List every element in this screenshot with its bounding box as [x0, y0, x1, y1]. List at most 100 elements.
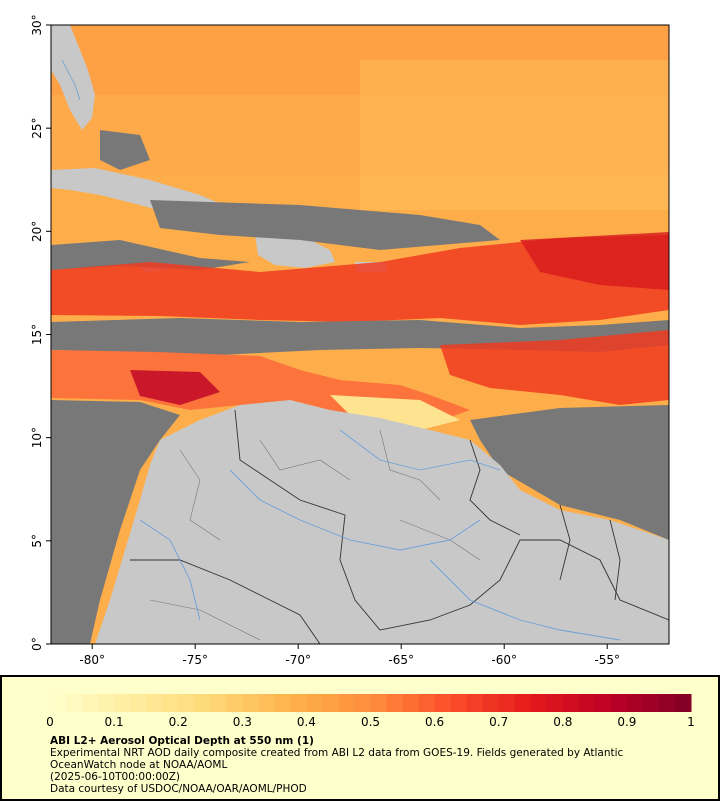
colorbar-swatch [194, 694, 211, 712]
colorbar-swatch [578, 694, 596, 712]
colorbar-swatches [50, 694, 692, 712]
colorbar-swatch [354, 694, 371, 712]
river [339, 429, 501, 471]
no-data-patch [150, 200, 500, 250]
caption-line4: Data courtesy of USDOC/NOAA/OAR/AOML/PHO… [50, 783, 307, 795]
y-tick-label: 25° [30, 118, 44, 139]
x-tick-label: -65° [388, 653, 414, 667]
colorbar-swatch [114, 694, 131, 712]
country-border [609, 519, 621, 601]
colorbar-tick-label: 0.1 [105, 715, 124, 729]
colorbar-swatch [594, 694, 612, 712]
colorbar-swatch [402, 694, 420, 712]
colorbar-swatch [418, 694, 436, 712]
colorbar-tick-label: 0.5 [361, 715, 380, 729]
colorbar-swatch [466, 694, 484, 712]
y-tick-label: 5° [30, 534, 44, 548]
river [61, 59, 81, 101]
x-tick-label: -80° [79, 653, 105, 667]
aod-map: -80° -75° -70° -65° -60° -55° 0° 5° 10° 15° 20° 25… [30, 14, 670, 667]
aod-very-high-band [520, 232, 669, 290]
colorbar-swatch [482, 694, 500, 712]
colorbar-tick-label: 1 [687, 715, 695, 729]
x-axis: -80° -75° -70° -65° -60° -55° [79, 644, 620, 667]
colorbar-tick-label: 0.4 [297, 715, 316, 729]
plot-area [51, 25, 669, 644]
colorbar-ticks: 0 0.1 0.2 0.3 0.4 0.5 0.6 0.7 0.8 0.9 1 [46, 715, 695, 729]
colorbar-swatch [130, 694, 147, 712]
colorbar-swatch [226, 694, 243, 712]
colorbar-swatch [162, 694, 179, 712]
x-tick-label: -55° [594, 653, 620, 667]
colorbar-swatch [178, 694, 195, 712]
y-tick-label: 0° [30, 637, 44, 651]
y-tick-label: 15° [30, 324, 44, 345]
x-tick-label: -60° [491, 653, 517, 667]
river [229, 469, 481, 551]
country-border [234, 409, 669, 631]
colorbar-swatch [370, 694, 388, 712]
legend-panel: 0 0.1 0.2 0.3 0.4 0.5 0.6 0.7 0.8 0.9 1 ABI L2+ Ae… [0, 675, 720, 801]
hispaniola-land [255, 235, 335, 268]
colorbar-tick-label: 0 [46, 715, 54, 729]
colorbar-tick-label: 0.3 [233, 715, 252, 729]
colorbar-swatch [82, 694, 99, 712]
south-america-land [95, 400, 669, 644]
aod-top-field [51, 25, 669, 95]
no-data-patch [51, 240, 250, 270]
x-tick-label: -75° [182, 653, 208, 667]
country-border [469, 439, 521, 536]
country-border [559, 504, 571, 581]
colorbar-swatch [610, 694, 628, 712]
caption-line3: (2025-06-10T00:00:00Z) [50, 771, 180, 783]
colorbar-swatch [66, 694, 83, 712]
colorbar-swatch [546, 694, 564, 712]
x-tick-label: -70° [285, 653, 311, 667]
colorbar-swatch [642, 694, 660, 712]
caption-line1: Experimental NRT AOD daily composite cre… [50, 747, 624, 759]
colorbar-swatch [242, 694, 259, 712]
colorbar-swatch [210, 694, 227, 712]
colorbar-swatch [434, 694, 452, 712]
colorbar-swatch [514, 694, 532, 712]
colorbar-swatch [386, 694, 404, 712]
colorbar-swatch [530, 694, 548, 712]
florida-land [51, 25, 95, 130]
country-border [130, 559, 321, 644]
no-data-pacific [51, 400, 180, 644]
colorbar-swatch [498, 694, 516, 712]
colorbar-swatch [98, 694, 115, 712]
river [139, 519, 621, 641]
caption-line2: OceanWatch node at NOAA/AOML [50, 759, 228, 771]
colorbar-swatch [338, 694, 355, 712]
colorbar-swatch [450, 694, 468, 712]
colorbar-swatch [290, 694, 307, 712]
colorbar-swatch [146, 694, 163, 712]
y-tick-label: 10° [30, 427, 44, 448]
colorbar-swatch [322, 694, 339, 712]
aod-high-band [51, 235, 669, 325]
colorbar-tick-label: 0.6 [425, 715, 444, 729]
y-axis: 0° 5° 10° 15° 20° 25° 30° [30, 14, 51, 651]
aod-dark-patch [130, 370, 220, 405]
y-tick-label: 30° [30, 14, 44, 35]
colorbar-tick-label: 0.2 [169, 715, 188, 729]
aod-east-band [440, 330, 669, 405]
colorbar-tick-label: 0.7 [489, 715, 508, 729]
colorbar-swatch [562, 694, 580, 712]
colorbar-tick-label: 0.8 [553, 715, 572, 729]
colorbar-swatch [674, 694, 692, 712]
colorbar-swatch [274, 694, 291, 712]
colorbar-swatch [258, 694, 275, 712]
colorbar-swatch [50, 694, 67, 712]
aod-light-patch [360, 60, 669, 210]
no-data-atlantic [470, 405, 669, 540]
no-data-patch [100, 130, 150, 170]
colorbar-swatch [626, 694, 644, 712]
caption-title: ABI L2+ Aerosol Optical Depth at 550 nm … [50, 735, 314, 747]
colorbar-tick-label: 0.9 [617, 715, 636, 729]
colorbar-swatch [658, 694, 676, 712]
colorbar: 0 0.1 0.2 0.3 0.4 0.5 0.6 0.7 0.8 0.9 1 [46, 694, 695, 729]
state-border [149, 429, 481, 641]
y-tick-label: 20° [30, 221, 44, 242]
